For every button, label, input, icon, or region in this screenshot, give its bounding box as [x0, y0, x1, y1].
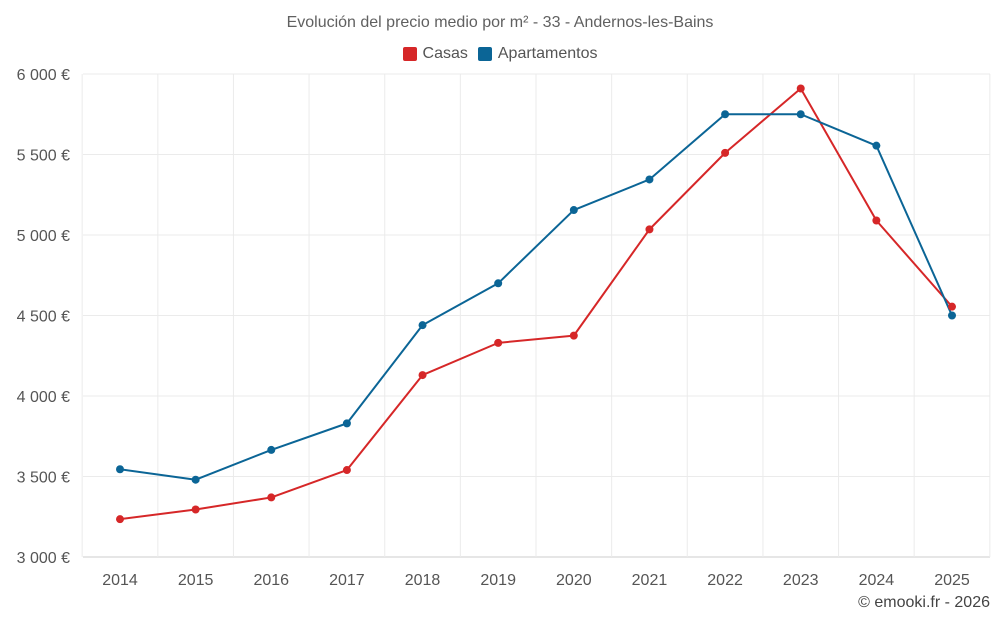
legend-label-casas: Casas [422, 45, 468, 62]
y-tick-label: 3 000 € [17, 550, 70, 567]
data-point-casas [645, 225, 654, 234]
x-tick-label: 2015 [178, 572, 214, 589]
data-point-casas [191, 505, 200, 514]
y-tick-label: 5 500 € [17, 148, 70, 165]
series-line-casas [119, 87, 953, 521]
data-point-casas [418, 371, 427, 380]
data-point-apartamentos [721, 110, 730, 119]
data-point-apartamentos [796, 110, 805, 119]
x-tick-label: 2023 [783, 572, 819, 589]
y-tick-label: 4 500 € [17, 309, 70, 326]
legend-item-casas[interactable]: Casas [402, 45, 468, 63]
data-point-casas [267, 493, 276, 502]
data-point-casas [342, 466, 351, 475]
data-point-casas [494, 338, 503, 347]
x-tick-label: 2024 [859, 572, 895, 589]
data-point-casas [872, 216, 881, 225]
y-tick-label: 5 000 € [17, 228, 70, 245]
data-point-casas [796, 84, 805, 93]
data-point-apartamentos [191, 475, 200, 484]
x-tick-label: 2020 [556, 572, 592, 589]
x-tick-label: 2022 [707, 572, 743, 589]
data-point-apartamentos [569, 206, 578, 215]
data-point-casas [116, 515, 124, 524]
data-point-apartamentos [116, 465, 124, 474]
x-tick-label: 2017 [329, 572, 365, 589]
data-point-apartamentos [342, 419, 351, 428]
x-tick-label: 2016 [253, 572, 289, 589]
legend-label-apartamentos: Apartamentos [497, 45, 598, 62]
data-point-casas [569, 331, 578, 340]
x-tick-label: 2019 [480, 572, 516, 589]
y-tick-label: 3 500 € [17, 470, 70, 487]
data-point-casas [721, 148, 730, 157]
series-line-apartamentos [119, 113, 953, 481]
data-point-apartamentos [494, 279, 503, 288]
legend-swatch-casas [402, 47, 417, 61]
legend-swatch-apartamentos [477, 47, 492, 61]
legend: Casas Apartamentos [0, 45, 1000, 63]
y-tick-label: 4 000 € [17, 389, 70, 406]
data-point-casas [948, 302, 956, 311]
x-tick-label: 2025 [934, 572, 970, 589]
x-tick-label: 2014 [102, 572, 138, 589]
chart-title: Evolución del precio medio por m² - 33 -… [286, 14, 714, 31]
x-tick-label: 2021 [632, 572, 668, 589]
x-tick-label: 2018 [405, 572, 441, 589]
data-point-apartamentos [872, 141, 881, 150]
legend-item-apartamentos[interactable]: Apartamentos [477, 45, 598, 63]
y-tick-label: 6 000 € [17, 67, 70, 84]
data-point-apartamentos [418, 321, 427, 330]
data-point-apartamentos [645, 175, 654, 184]
data-point-apartamentos [948, 311, 956, 320]
data-point-apartamentos [267, 445, 276, 454]
credit-text: © emooki.fr - 2026 [858, 594, 990, 611]
